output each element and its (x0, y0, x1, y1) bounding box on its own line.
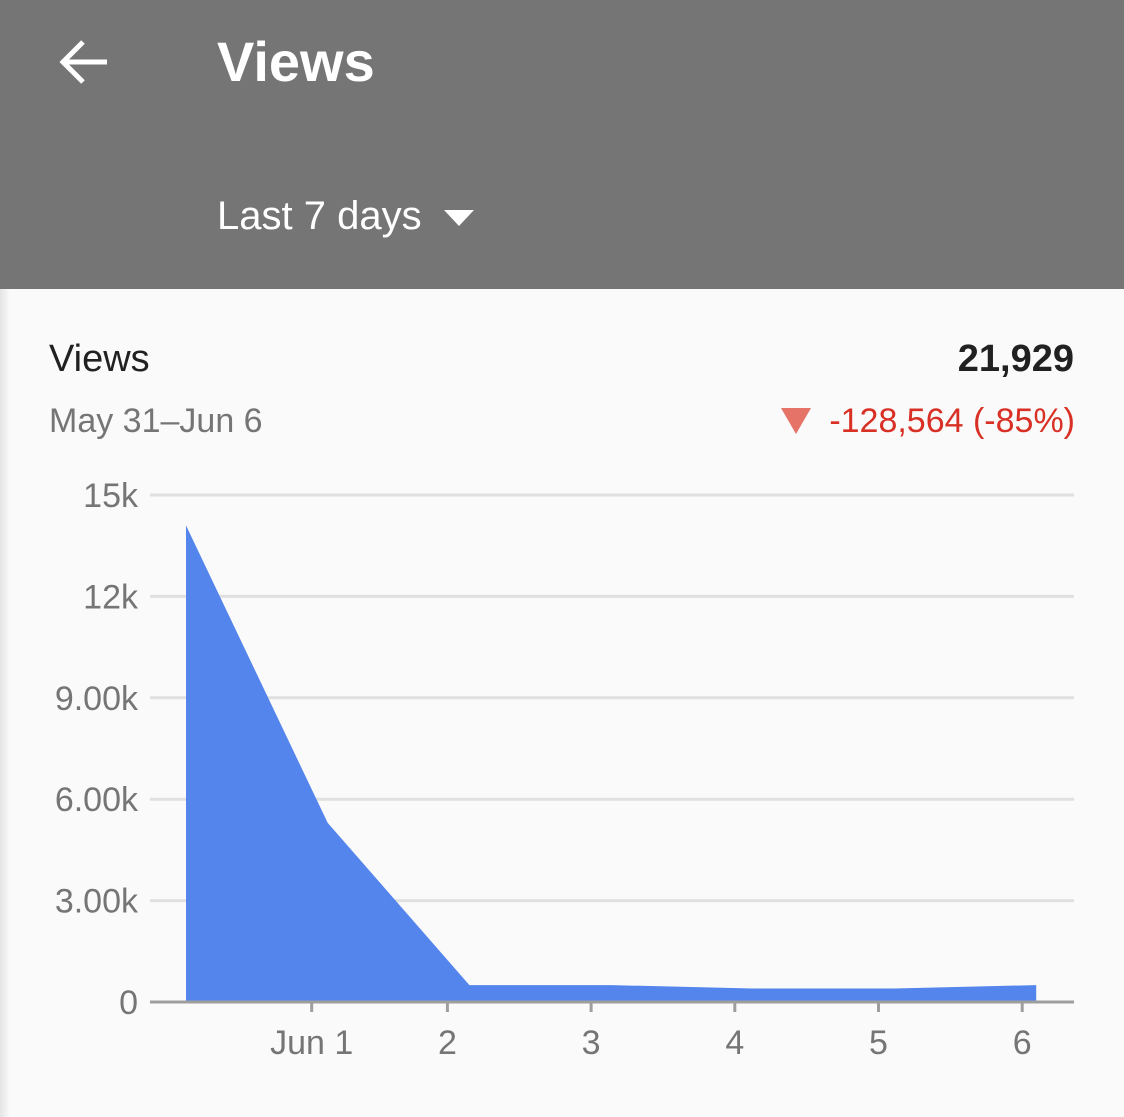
y-tick-label-5: 15k (83, 477, 139, 515)
triangle-down-icon (781, 408, 812, 434)
x-tick-label-5: 6 (1013, 1024, 1032, 1062)
caret-down-icon (443, 210, 474, 226)
y-tick-label-0: 0 (119, 984, 138, 1022)
metric-change-value: -128,564 (-85%) (829, 402, 1075, 440)
x-tick-label-4: 5 (869, 1024, 888, 1062)
y-tick-label-1: 3.00k (55, 883, 139, 921)
app-bar: Views Last 7 days (0, 0, 1124, 289)
date-range-dropdown[interactable]: Last 7 days (217, 186, 474, 246)
x-tick-label-3: 4 (725, 1024, 744, 1062)
left-edge-shadow (0, 289, 10, 1117)
arrow-back-icon (59, 40, 107, 84)
date-range-label: Last 7 days (217, 194, 422, 238)
metric-date-range: May 31–Jun 6 (49, 402, 263, 440)
x-tick-label-1: 2 (438, 1024, 457, 1062)
x-tick-label-2: 3 (582, 1024, 601, 1062)
back-button[interactable] (50, 28, 118, 96)
metric-total: 21,929 (957, 338, 1074, 380)
metric-title: Views (49, 338, 150, 380)
y-tick-label-4: 12k (83, 578, 139, 616)
page-title: Views (217, 30, 375, 93)
y-tick-label-2: 6.00k (55, 781, 139, 819)
metric-change: -128,564 (-85%) (781, 398, 1075, 444)
views-area-series (186, 525, 1037, 1002)
y-tick-label-3: 9.00k (55, 680, 139, 718)
x-tick-label-0: Jun 1 (270, 1024, 353, 1062)
